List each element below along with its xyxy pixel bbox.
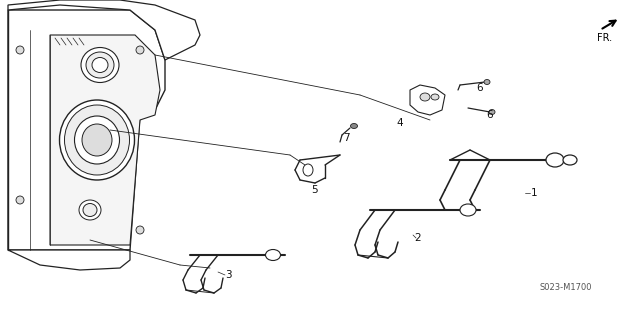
Ellipse shape bbox=[16, 196, 24, 204]
Ellipse shape bbox=[484, 79, 490, 85]
Text: 2: 2 bbox=[415, 233, 421, 243]
Polygon shape bbox=[8, 0, 200, 60]
Text: FR.: FR. bbox=[597, 33, 612, 43]
Text: 5: 5 bbox=[312, 185, 318, 195]
Text: 6: 6 bbox=[486, 110, 493, 120]
Ellipse shape bbox=[266, 249, 280, 261]
Text: 1: 1 bbox=[531, 188, 538, 198]
Ellipse shape bbox=[79, 200, 101, 220]
Ellipse shape bbox=[351, 123, 358, 129]
Text: 3: 3 bbox=[225, 270, 231, 280]
Ellipse shape bbox=[60, 100, 134, 180]
Ellipse shape bbox=[65, 105, 129, 175]
Ellipse shape bbox=[563, 155, 577, 165]
Ellipse shape bbox=[460, 204, 476, 216]
Polygon shape bbox=[410, 85, 445, 115]
Ellipse shape bbox=[489, 109, 495, 115]
Ellipse shape bbox=[546, 153, 564, 167]
Polygon shape bbox=[8, 250, 130, 270]
Ellipse shape bbox=[82, 124, 112, 156]
Text: 7: 7 bbox=[342, 133, 349, 143]
Ellipse shape bbox=[16, 46, 24, 54]
Ellipse shape bbox=[74, 116, 120, 164]
Text: 6: 6 bbox=[477, 83, 483, 93]
Ellipse shape bbox=[86, 52, 114, 78]
Ellipse shape bbox=[431, 94, 439, 100]
Text: S023-M1700: S023-M1700 bbox=[540, 284, 593, 293]
Ellipse shape bbox=[136, 46, 144, 54]
Polygon shape bbox=[50, 35, 160, 245]
Ellipse shape bbox=[83, 204, 97, 217]
Ellipse shape bbox=[92, 57, 108, 72]
Ellipse shape bbox=[81, 48, 119, 83]
Ellipse shape bbox=[420, 93, 430, 101]
Polygon shape bbox=[8, 10, 165, 250]
Ellipse shape bbox=[136, 226, 144, 234]
Ellipse shape bbox=[303, 164, 313, 176]
Text: 4: 4 bbox=[397, 118, 403, 128]
